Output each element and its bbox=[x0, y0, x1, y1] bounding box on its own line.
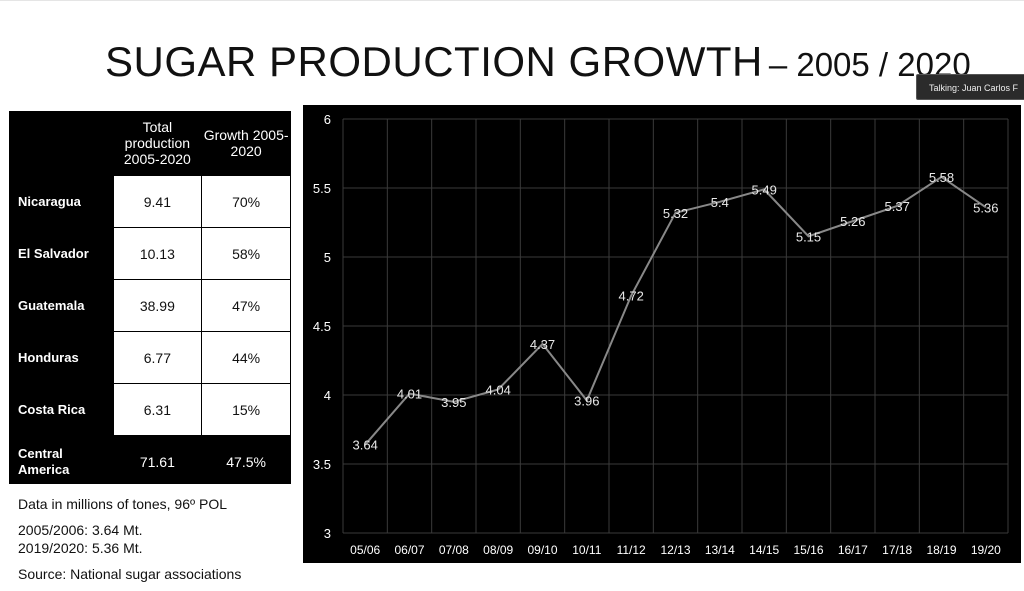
total-production-cell: 9.41 bbox=[112, 175, 203, 228]
chart-svg: 3 3.5 4 4.5 5 5.5 6 05/06 06/07 07/08 08/09 09/10 10… bbox=[313, 112, 1009, 557]
x-tick-label: 06/07 bbox=[394, 543, 424, 557]
y-tick-label: 4 bbox=[324, 388, 331, 403]
data-label: 5.58 bbox=[929, 170, 954, 185]
x-tick-label: 19/20 bbox=[971, 543, 1001, 557]
production-line-chart: 3 3.5 4 4.5 5 5.5 6 05/06 06/07 07/08 08/09 09/10 10… bbox=[303, 105, 1021, 563]
growth-cell: 58% bbox=[201, 227, 291, 280]
x-tick-label: 16/17 bbox=[838, 543, 868, 557]
table-header-growth: Growth 2005- 2020 bbox=[203, 127, 289, 159]
x-tick-label: 17/18 bbox=[882, 543, 912, 557]
table-row: El Salvador 10.13 58% bbox=[9, 227, 291, 280]
y-tick-label: 3.5 bbox=[313, 457, 331, 472]
region-name: Central America bbox=[18, 445, 70, 477]
y-tick-label: 5 bbox=[324, 250, 331, 265]
data-label: 4.37 bbox=[530, 337, 555, 352]
production-table: Total production 2005-2020 Growth 2005- … bbox=[9, 111, 291, 484]
x-tick-label: 10/11 bbox=[572, 543, 601, 557]
x-tick-label: 05/06 bbox=[350, 543, 380, 557]
data-label: 5.15 bbox=[796, 229, 821, 244]
table-header-total: Total production 2005-2020 bbox=[123, 119, 191, 167]
country-name: Guatemala bbox=[18, 298, 85, 313]
country-name: Honduras bbox=[18, 350, 79, 365]
data-label: 5.32 bbox=[663, 206, 688, 221]
growth-cell: 47% bbox=[201, 279, 291, 332]
data-label: 3.64 bbox=[353, 438, 378, 453]
x-tick-label: 08/09 bbox=[483, 543, 513, 557]
x-tick-label: 15/16 bbox=[793, 543, 823, 557]
x-tick-label: 13/14 bbox=[705, 543, 735, 557]
table-total-row: Central America 71.61 47.5% bbox=[9, 436, 291, 489]
country-name: Costa Rica bbox=[18, 402, 86, 417]
table-row: Guatemala 38.99 47% bbox=[9, 279, 291, 332]
series-line bbox=[364, 175, 987, 446]
source-note: Source: National sugar associations bbox=[18, 566, 242, 582]
table-row: Nicaragua 9.41 70% bbox=[9, 175, 291, 228]
total-production-cell: 38.99 bbox=[112, 279, 203, 332]
start-value-note: 2005/2006: 3.64 Mt. bbox=[18, 522, 143, 538]
data-label: 3.96 bbox=[574, 394, 599, 409]
data-label: 5.36 bbox=[973, 200, 998, 215]
region-total-cell: 71.61 bbox=[139, 454, 175, 470]
data-label: 5.26 bbox=[840, 214, 865, 229]
growth-cell: 15% bbox=[201, 383, 291, 436]
data-label: 3.95 bbox=[441, 395, 466, 410]
y-tick-label: 3 bbox=[324, 526, 331, 541]
x-tick-label: 18/19 bbox=[926, 543, 956, 557]
data-label: 4.04 bbox=[486, 382, 511, 397]
x-tick-label: 12/13 bbox=[660, 543, 690, 557]
growth-cell: 44% bbox=[201, 331, 291, 384]
units-note: Data in millions of tones, 96º POL bbox=[18, 496, 227, 512]
x-tick-label: 11/12 bbox=[617, 543, 646, 557]
country-name: El Salvador bbox=[18, 246, 89, 261]
speaker-indicator: Talking: Juan Carlos F bbox=[916, 74, 1024, 100]
table-row: Honduras 6.77 44% bbox=[9, 331, 291, 384]
country-name: Nicaragua bbox=[18, 194, 81, 209]
title-main: SUGAR PRODUCTION GROWTH bbox=[105, 38, 763, 85]
slide-title: SUGAR PRODUCTION GROWTH – 2005 / 2020 bbox=[105, 38, 971, 86]
region-growth-cell: 47.5% bbox=[226, 454, 266, 470]
growth-cell: 70% bbox=[201, 175, 291, 228]
total-production-cell: 10.13 bbox=[112, 227, 203, 280]
data-label: 5.4 bbox=[711, 195, 729, 210]
total-production-cell: 6.77 bbox=[112, 331, 203, 384]
total-production-cell: 6.31 bbox=[112, 383, 203, 436]
data-label: 4.01 bbox=[397, 387, 422, 402]
data-label: 4.72 bbox=[619, 289, 644, 304]
y-tick-label: 4.5 bbox=[313, 319, 331, 334]
table-notes: Data in millions of tones, 96º POL 2005/… bbox=[18, 495, 241, 583]
end-value-note: 2019/2020: 5.36 Mt. bbox=[18, 540, 143, 556]
x-tick-label: 07/08 bbox=[439, 543, 469, 557]
top-border bbox=[0, 0, 1024, 1]
table-header-corner bbox=[9, 111, 113, 176]
data-label: 5.49 bbox=[752, 182, 777, 197]
data-label: 5.37 bbox=[885, 199, 910, 214]
table-header-row: Total production 2005-2020 Growth 2005- … bbox=[9, 111, 291, 176]
y-tick-label: 5.5 bbox=[313, 181, 331, 196]
y-tick-label: 6 bbox=[324, 112, 331, 127]
table-row: Costa Rica 6.31 15% bbox=[9, 383, 291, 436]
x-tick-label: 14/15 bbox=[749, 543, 779, 557]
x-tick-label: 09/10 bbox=[527, 543, 557, 557]
